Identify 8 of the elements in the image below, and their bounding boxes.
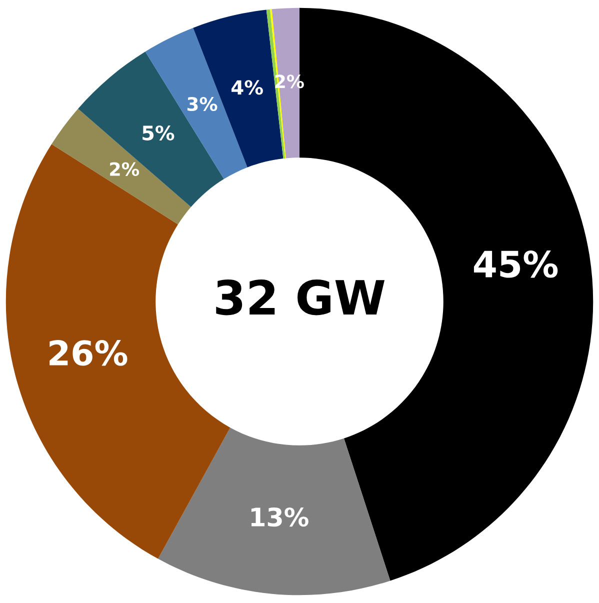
- data-label: 26%: [50, 340, 128, 366]
- data-label: 5%: [142, 125, 174, 140]
- text: 32 GW: [216, 279, 385, 316]
- data-label: 3%: [187, 96, 218, 112]
- data-label: 13%: [251, 507, 308, 527]
- data-label: 2%: [110, 162, 140, 176]
- data-label: 45%: [474, 250, 558, 278]
- data-label: 4%: [232, 80, 263, 95]
